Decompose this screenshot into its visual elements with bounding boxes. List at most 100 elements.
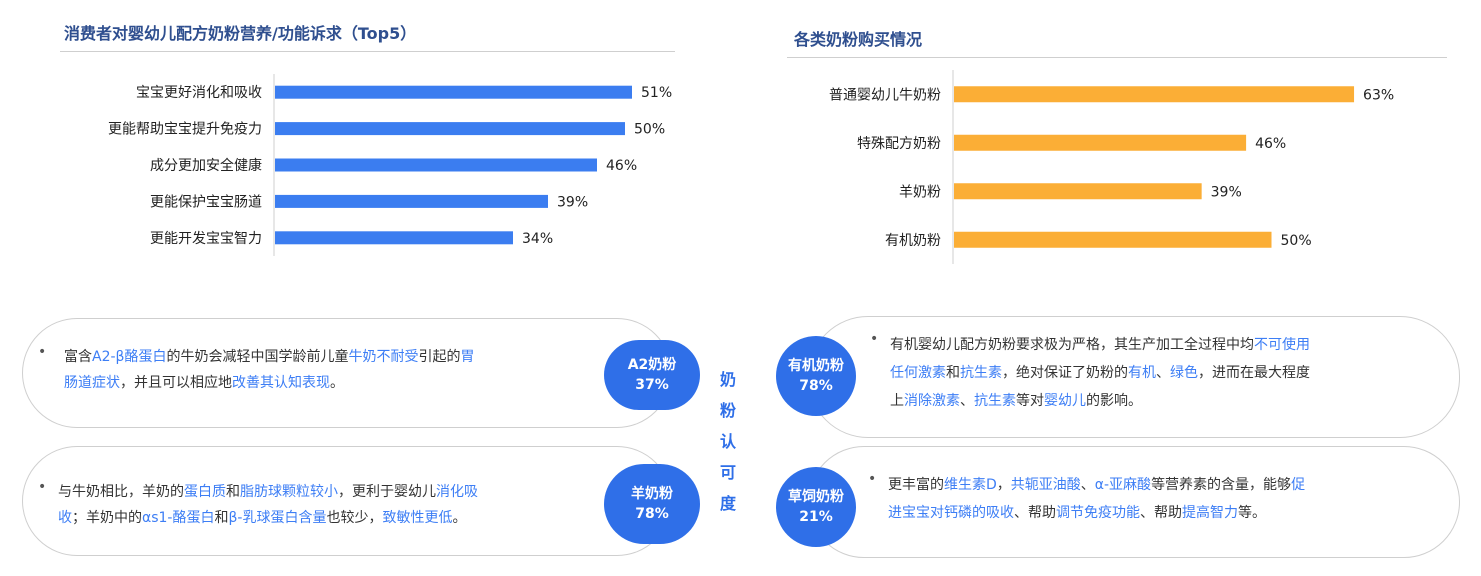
value-label: 50% (1281, 233, 1312, 249)
value-label: 63% (1363, 87, 1394, 103)
goat-badge-title: 羊奶粉 (631, 486, 673, 502)
highlight-text: 消除激素 (904, 393, 960, 409)
body-text: 等营养素的含量，能够 (1151, 477, 1292, 493)
body-text: 与牛奶相比，羊奶的 (58, 484, 184, 500)
body-text: 引起的 (418, 349, 461, 365)
value-label: 46% (606, 158, 637, 174)
category-label: 羊奶粉 (899, 184, 941, 200)
body-text: 和 (226, 484, 240, 500)
grass-badge-value: 21% (799, 509, 833, 525)
grass-line-2: 进宝宝对钙磷的吸收、帮助调节免疫功能、帮助提高智力等。 (888, 499, 1448, 527)
category-label: 更能开发宝宝智力 (150, 231, 262, 247)
body-text: ，绝对保证了奶粉的 (1002, 365, 1128, 381)
highlight-text: 脂肪球颗粒较小 (240, 484, 338, 500)
body-text: 也较少， (326, 510, 383, 526)
highlight-text: 消化吸 (436, 484, 478, 500)
value-label: 51% (641, 85, 672, 101)
chart-title-purchase: 各类奶粉购买情况 (794, 30, 923, 49)
chart-title-nutrition: 消费者对婴幼儿配方奶粉营养/功能诉求（Top5） (64, 24, 417, 43)
bar (275, 231, 513, 245)
body-text: ，更利于婴幼儿 (338, 484, 436, 500)
grass-badge-title: 草饲奶粉 (788, 489, 844, 505)
highlight-text: 收 (58, 510, 72, 526)
body-text: 和 (946, 365, 960, 381)
body-text: 。 (330, 375, 344, 391)
organic-line-2: 任何激素和抗生素，绝对保证了奶粉的有机、绿色，进而在最大程度 (890, 359, 1450, 387)
highlight-text: α-亚麻酸 (1094, 477, 1152, 493)
a2-bullet: • (38, 344, 47, 360)
organic-badge-value: 78% (799, 378, 833, 394)
body-text: 和 (214, 510, 229, 526)
highlight-text: 抗生素 (974, 393, 1016, 409)
goat-card (22, 446, 672, 556)
category-label: 更能保护宝宝肠道 (150, 194, 262, 210)
bar (275, 85, 632, 99)
a2-card (22, 318, 672, 428)
body-text: 有机婴幼儿配方奶粉要求极为严格，其生产加工全过程中均 (890, 337, 1254, 353)
title-divider-left (60, 51, 675, 52)
bar (954, 231, 1272, 248)
goat-line-1: 与牛奶相比，羊奶的蛋白质和脂肪球颗粒较小，更利于婴幼儿消化吸 (58, 479, 598, 505)
body-text: 更丰富的 (888, 477, 944, 493)
highlight-text: 胃 (460, 349, 475, 365)
body-text: 、 (1080, 477, 1095, 493)
goat-text: 与牛奶相比，羊奶的蛋白质和脂肪球颗粒较小，更利于婴幼儿消化吸 收；羊奶中的αs1… (58, 479, 598, 531)
highlight-text: 进宝宝对钙磷的吸收 (888, 505, 1014, 521)
goat-badge-value: 78% (635, 506, 669, 522)
center-char: 度 (719, 494, 736, 513)
highlight-text: 提高智力 (1182, 505, 1238, 521)
highlight-text: 促 (1291, 477, 1306, 493)
center-char: 认 (719, 432, 736, 451)
a2-line-2: 肠道症状，并且可以相应地改善其认知表现。 (64, 370, 604, 396)
body-text: 、 (1156, 365, 1170, 381)
highlight-text: 绿色 (1170, 365, 1198, 381)
bar (275, 194, 548, 208)
bar (954, 183, 1202, 200)
body-text: 。 (452, 510, 467, 526)
value-label: 39% (557, 194, 588, 210)
body-text: ， (996, 477, 1011, 493)
a2-text: 富含A2-β酪蛋白的牛奶会减轻中国学龄前儿童牛奶不耐受引起的胃 肠道症状，并且可… (64, 344, 604, 396)
highlight-text: A2-β酪蛋白 (92, 349, 167, 365)
category-label: 成分更加安全健康 (150, 157, 262, 174)
grass-line-1: 更丰富的维生素D，共轭亚油酸、α-亚麻酸等营养素的含量，能够促 (888, 471, 1448, 499)
highlight-text: 婴幼儿 (1044, 393, 1086, 409)
grass-badge: 草饲奶粉 21% (776, 467, 856, 547)
body-text: ；羊奶中的 (72, 510, 142, 526)
highlight-text: 致敏性更低 (382, 510, 453, 526)
a2-line-1: 富含A2-β酪蛋白的牛奶会减轻中国学龄前儿童牛奶不耐受引起的胃 (64, 344, 604, 370)
bar (954, 86, 1355, 103)
organic-bullet: • (870, 331, 879, 347)
organic-badge: 有机奶粉 78% (776, 336, 856, 416)
highlight-text: 维生素D (944, 477, 997, 493)
a2-badge-value: 37% (635, 377, 669, 393)
bar (275, 122, 625, 136)
highlight-text: 抗生素 (960, 365, 1002, 381)
body-text: 富含 (64, 349, 92, 365)
highlight-text: 有机 (1128, 365, 1156, 381)
nutrition-bar-chart: 宝宝更好消化和吸收 51% 更能帮助宝宝提升免疫力 50% 成分更加安全健康 46% 更能保… (108, 74, 672, 256)
body-text: 、帮助 (1014, 505, 1056, 521)
organic-badge-title: 有机奶粉 (788, 358, 844, 374)
highlight-text: 改善其认知表现 (232, 375, 330, 391)
highlight-text: 任何激素 (890, 365, 946, 381)
category-label: 更能帮助宝宝提升免疫力 (108, 122, 262, 138)
body-text: ，并且可以相应地 (120, 375, 232, 391)
organic-text: 有机婴幼儿配方奶粉要求极为严格，其生产加工全过程中均不可使用 任何激素和抗生素，… (890, 331, 1450, 415)
category-label: 普通婴幼儿牛奶粉 (829, 87, 941, 103)
category-label: 特殊配方奶粉 (857, 136, 941, 152)
goat-line-2: 收；羊奶中的αs1-酪蛋白和β-乳球蛋白含量也较少，致敏性更低。 (58, 505, 598, 531)
highlight-text: 共轭亚油酸 (1010, 477, 1081, 493)
milk-acceptance-label: 奶 粉 认 可 度 (716, 366, 740, 521)
body-text: 、帮助 (1140, 505, 1182, 521)
center-char: 奶 (719, 370, 736, 389)
organic-line-1: 有机婴幼儿配方奶粉要求极为严格，其生产加工全过程中均不可使用 (890, 331, 1450, 359)
goat-badge: 羊奶粉 78% (604, 464, 700, 544)
a2-badge-title: A2奶粉 (627, 357, 677, 373)
highlight-text: 调节免疫功能 (1056, 505, 1140, 521)
category-label: 有机奶粉 (885, 233, 941, 249)
body-text: 的影响。 (1086, 393, 1142, 409)
value-label: 34% (522, 231, 553, 247)
organic-card (808, 316, 1460, 438)
value-label: 39% (1211, 184, 1242, 200)
